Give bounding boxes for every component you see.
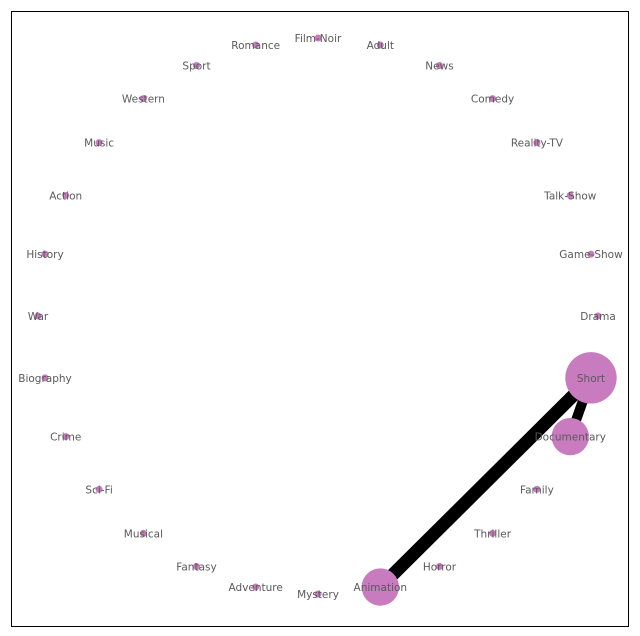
node-layer	[34, 34, 617, 606]
node-label-reality-tv: Reality-TV	[511, 138, 564, 150]
node-label-comedy: Comedy	[471, 94, 514, 106]
node-label-sci-fi: Sci-Fi	[85, 484, 112, 496]
node-sport	[193, 62, 201, 70]
node-label-short: Short	[577, 373, 605, 385]
node-short	[565, 352, 617, 404]
node-adventure	[252, 583, 260, 591]
node-thriller	[489, 529, 497, 537]
node-comedy	[489, 95, 497, 103]
node-fantasy	[193, 562, 201, 570]
node-label-drama: Drama	[580, 311, 616, 323]
node-mystery	[314, 590, 322, 598]
node-label-history: History	[26, 249, 63, 261]
node-war	[34, 312, 42, 320]
node-adult	[376, 41, 384, 49]
node-label-talk-show: Talk-Show	[543, 190, 597, 202]
node-label-film-noir: Film-Noir	[295, 33, 342, 45]
node-family	[533, 485, 541, 493]
node-label-action: Action	[49, 190, 82, 202]
node-drama	[594, 312, 602, 320]
node-western	[139, 95, 147, 103]
node-sci-fi	[95, 485, 103, 493]
node-animation	[361, 568, 399, 606]
node-game-show	[587, 250, 595, 258]
label-layer: Film-Noir Adult News Comedy Reality-TV Talk-S…	[18, 33, 623, 601]
node-film-noir	[314, 34, 322, 42]
node-label-mystery: Mystery	[297, 589, 339, 601]
node-label-adult: Adult	[367, 40, 394, 52]
node-musical	[139, 529, 147, 537]
node-label-crime: Crime	[50, 432, 81, 444]
node-label-sport: Sport	[182, 61, 210, 73]
node-label-thriller: Thriller	[473, 528, 512, 540]
node-label-documentary: Documentary	[535, 432, 606, 444]
node-label-war: War	[28, 311, 49, 323]
node-history	[41, 250, 49, 258]
node-label-news: News	[425, 61, 453, 73]
node-label-western: Western	[122, 94, 165, 106]
node-action	[62, 191, 70, 199]
node-label-horror: Horror	[423, 561, 457, 573]
node-music	[95, 139, 103, 147]
node-crime	[62, 433, 70, 441]
plot-border	[11, 11, 629, 627]
node-documentary	[551, 417, 589, 456]
node-label-game-show: Game-Show	[559, 249, 623, 261]
node-label-musical: Musical	[124, 528, 163, 540]
node-horror	[435, 562, 443, 570]
node-label-adventure: Adventure	[229, 582, 283, 594]
node-biography	[41, 374, 49, 382]
node-news	[435, 62, 443, 70]
node-label-family: Family	[520, 484, 554, 496]
node-label-music: Music	[84, 138, 114, 150]
node-talk-show	[566, 191, 574, 199]
node-reality-tv	[533, 139, 541, 147]
node-label-animation: Animation	[354, 582, 408, 594]
edge-short-animation	[375, 373, 596, 592]
node-romance	[252, 41, 260, 49]
node-label-biography: Biography	[18, 373, 72, 385]
node-label-romance: Romance	[231, 40, 280, 52]
node-label-fantasy: Fantasy	[176, 561, 216, 573]
